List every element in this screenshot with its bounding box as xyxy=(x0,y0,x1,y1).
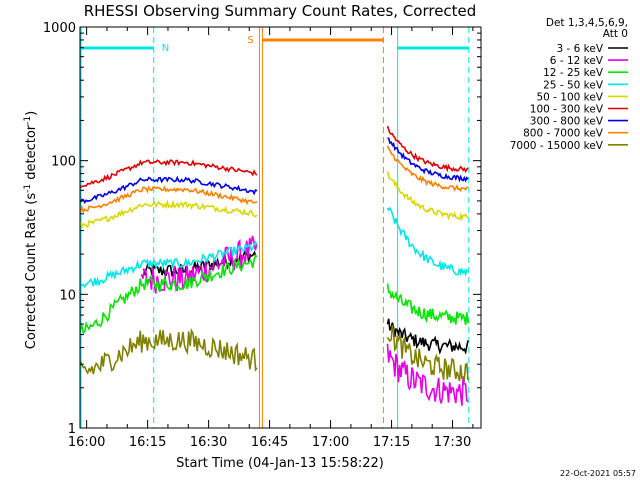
chart-title: RHESSI Observing Summary Count Rates, Co… xyxy=(84,2,477,20)
x-axis-label: Start Time (04-Jan-13 15:58:22) xyxy=(176,456,384,471)
series-2-segment-2 xyxy=(386,343,469,406)
series-3 xyxy=(79,253,469,335)
flag-layer: NS xyxy=(80,27,470,428)
y-tick-label: 100 xyxy=(51,155,76,170)
series-3-segment-1 xyxy=(79,253,258,335)
y-axis-label: Corrected Count Rate (s-1 detector-1) xyxy=(23,111,39,349)
series-8 xyxy=(79,145,469,214)
series-9-segment-1 xyxy=(79,327,258,375)
legend-label: 12 - 25 keV xyxy=(543,67,604,79)
legend-label: 800 - 7000 keV xyxy=(523,128,604,140)
series-5-segment-1 xyxy=(79,199,258,229)
x-tick-label: 17:00 xyxy=(312,435,349,450)
plot-frame xyxy=(79,26,482,429)
series-7-segment-1 xyxy=(79,175,258,204)
x-tick-label: 17:15 xyxy=(373,435,410,450)
generated-timestamp: 22-Oct-2021 05:57 xyxy=(560,469,636,478)
x-tick-label: 16:45 xyxy=(251,435,288,450)
legend-header: Det 1,3,4,5,6,9, xyxy=(546,17,628,29)
series-layer xyxy=(79,125,469,406)
series-7-segment-2 xyxy=(387,137,469,183)
x-tick-label: 16:30 xyxy=(190,435,227,450)
legend-label: 3 - 6 keV xyxy=(556,43,603,55)
legend-label: 25 - 50 keV xyxy=(543,79,604,91)
legend-label: 50 - 100 keV xyxy=(536,91,603,103)
series-8-segment-2 xyxy=(386,145,469,193)
y-axis: 1 10 100 1000 xyxy=(43,21,481,437)
series-9 xyxy=(79,324,469,382)
legend-label: 6 - 12 keV xyxy=(550,55,604,67)
series-6-segment-1 xyxy=(80,159,258,188)
series-9-segment-2 xyxy=(386,324,469,382)
x-axis: 16:00 16:15 16:30 16:45 17:00 17:15 17:30 xyxy=(68,27,474,450)
x-tick-label: 17:30 xyxy=(434,435,471,450)
legend-label: 300 - 800 keV xyxy=(530,116,604,128)
series-3-segment-2 xyxy=(386,283,469,326)
y-tick-label: 10 xyxy=(59,288,76,303)
legend-label: 7000 - 15000 keV xyxy=(510,140,604,152)
night-flag-label: N xyxy=(162,43,169,54)
series-5 xyxy=(79,171,469,229)
series-4 xyxy=(79,206,469,289)
series-4-segment-2 xyxy=(386,206,469,277)
y-tick-label: 1000 xyxy=(43,21,76,36)
series-4-segment-1 xyxy=(79,240,258,289)
y-tick-label: 1 xyxy=(68,422,76,437)
series-8-segment-1 xyxy=(79,185,258,214)
legend-header: Att 0 xyxy=(603,28,628,40)
series-2 xyxy=(140,235,469,406)
x-tick-label: 16:15 xyxy=(129,435,166,450)
series-6 xyxy=(80,125,469,188)
saa-flag-label: S xyxy=(247,35,253,46)
x-tick-label: 16:00 xyxy=(68,435,105,450)
series-5-segment-2 xyxy=(386,171,469,222)
series-1-segment-2 xyxy=(386,318,469,355)
legend-label: 100 - 300 keV xyxy=(530,104,604,116)
series-6-segment-2 xyxy=(386,125,469,174)
series-7 xyxy=(79,137,469,204)
